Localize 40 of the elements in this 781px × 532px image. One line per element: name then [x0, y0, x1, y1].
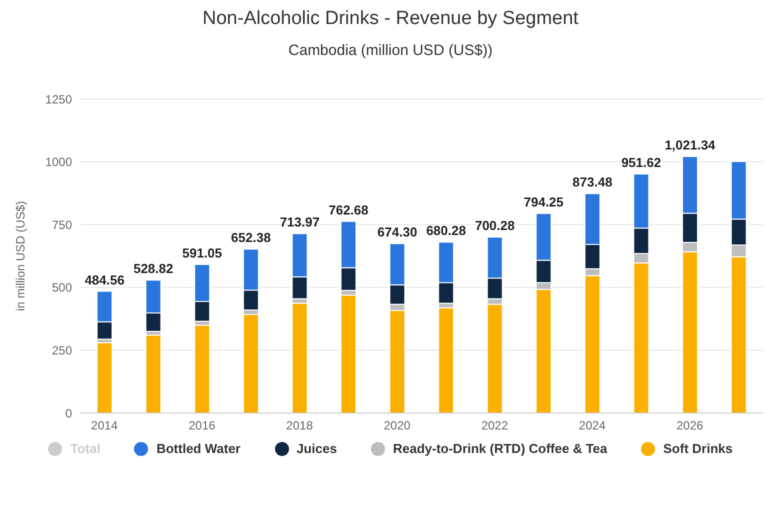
y-tick-label: 750: [52, 218, 72, 232]
total-label: 873.48: [572, 174, 612, 190]
bar: [194, 324, 210, 413]
bar: [292, 302, 308, 413]
total-label: 700.28: [474, 218, 515, 234]
y-tick-label: 0: [65, 406, 72, 420]
bar: [242, 314, 259, 413]
x-tick-label: 2020: [384, 418, 411, 433]
total-label: 674.30: [377, 224, 418, 240]
legend-label: Ready-to-Drink (RTD) Coffee & Tea: [392, 441, 608, 456]
total-label: 484.56: [84, 272, 124, 288]
total-label: 652.38: [231, 230, 271, 246]
total-label: 1,021.34: [664, 137, 716, 152]
x-tick-label: 2022: [481, 418, 508, 433]
x-tick-label: 2016: [188, 418, 216, 433]
chart-subtitle: Cambodia (million USD (US$)): [287, 42, 494, 59]
chart-title: Non-Alcoholic Drinks - Revenue by Segment: [202, 8, 580, 30]
x-tick-label: 2018: [286, 418, 314, 433]
total-label: 591.05: [182, 246, 222, 261]
y-tick-label: 250: [52, 343, 72, 358]
legend-label: Bottled Water: [155, 441, 240, 456]
x-tick-label: 2026: [676, 418, 704, 433]
total-label: 713.97: [280, 214, 320, 230]
bar: [145, 334, 162, 413]
total-label: 794.25: [524, 194, 564, 210]
bar: [340, 294, 357, 413]
y-axis-title: in million USD (US$): [13, 200, 28, 312]
total-label: 528.82: [133, 261, 174, 276]
y-tick-label: 500: [52, 280, 72, 295]
total-label: 762.68: [328, 202, 368, 218]
total-label: 951.62: [621, 154, 662, 170]
legend-label: Juices: [296, 441, 337, 456]
total-label: 680.28: [426, 223, 466, 238]
bar: [438, 307, 454, 413]
legend-label: Soft Drinks: [662, 441, 733, 456]
y-tick-label: 1250: [45, 92, 72, 106]
x-tick-label: 2014: [91, 418, 118, 433]
x-tick-label: 2024: [578, 418, 606, 433]
bar: [96, 342, 113, 413]
y-tick-label: 1000: [45, 155, 72, 170]
